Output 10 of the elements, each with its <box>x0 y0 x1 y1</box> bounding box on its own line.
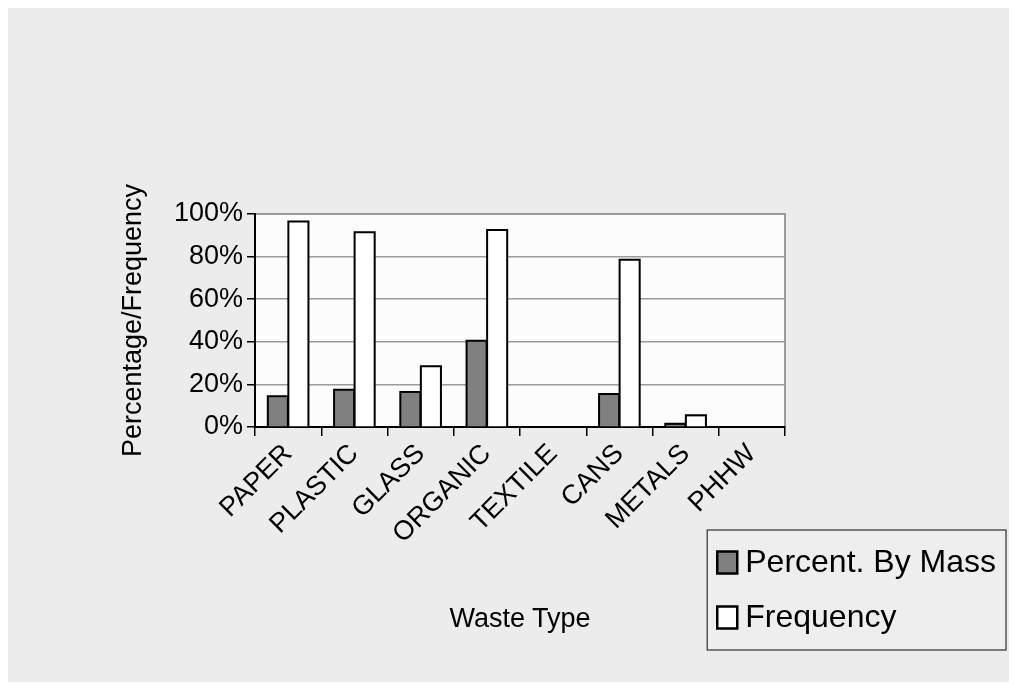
x-axis-title: Waste Type <box>449 603 591 634</box>
legend-label: Frequency <box>745 598 897 635</box>
y-tick-label: 40% <box>188 325 243 356</box>
y-axis-title: Percentage/Frequency <box>116 183 147 458</box>
legend-label: Percent. By Mass <box>745 543 996 580</box>
y-tick-label: 100% <box>173 197 243 228</box>
y-tick-label: 60% <box>188 282 243 313</box>
y-tick-label: 20% <box>188 367 243 398</box>
y-tick-label: 80% <box>188 240 243 271</box>
y-tick-label: 0% <box>203 410 243 441</box>
